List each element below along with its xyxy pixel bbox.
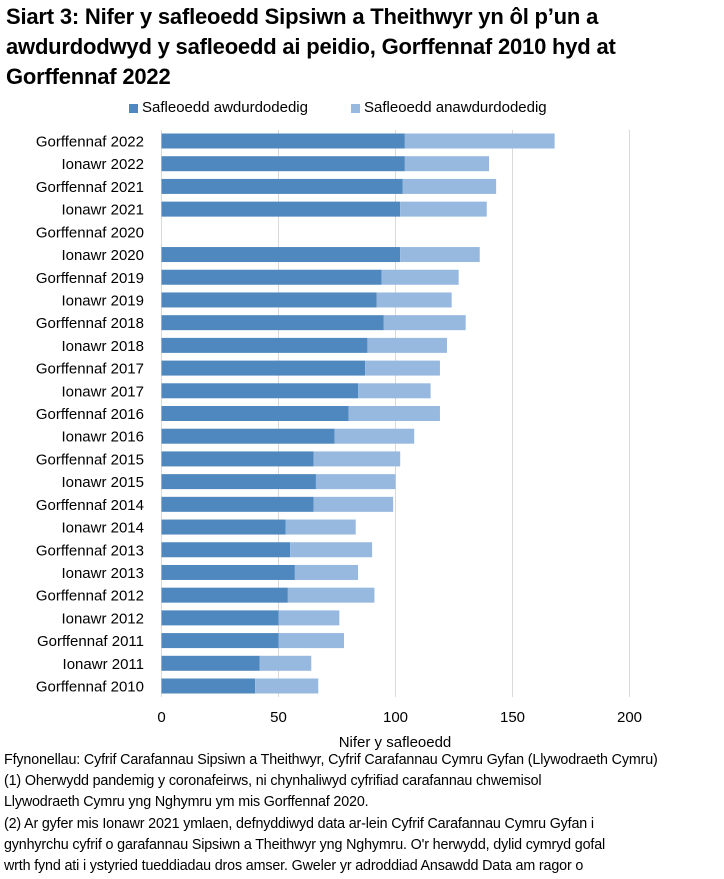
legend-label-authorised: Safleoedd awdurdodedig xyxy=(142,99,308,116)
x-tick-label: 0 xyxy=(157,709,165,726)
category-label: Ionawr 2014 xyxy=(61,520,144,537)
legend-item-authorised: Safleoedd awdurdodedig xyxy=(129,98,308,118)
bar-authorised xyxy=(161,542,291,558)
x-tick-label: 100 xyxy=(383,709,408,726)
category-label: Ionawr 2013 xyxy=(61,565,144,582)
legend-item-unauthorised: Safleoedd anawdurdodedig xyxy=(351,98,547,118)
category-label: Gorffennaf 2011 xyxy=(37,633,144,650)
bar-unauthorised xyxy=(376,292,452,308)
bar-authorised xyxy=(161,428,335,444)
category-label: Gorffennaf 2014 xyxy=(36,497,144,514)
bar-unauthorised xyxy=(383,315,466,331)
bar-unauthorised xyxy=(404,156,490,172)
footer-note-2-line-3: wrth fynd ati i ystyried tueddiadau dros… xyxy=(4,858,584,875)
bar-chart: Gorffennaf 2022 Ionawr 2022 Gorffennaf 202… xyxy=(36,130,642,750)
category-label: Gorffennaf 2021 xyxy=(36,179,144,196)
bar-unauthorised xyxy=(402,178,497,194)
bar-unauthorised xyxy=(278,610,340,626)
bar-authorised xyxy=(161,564,295,580)
bar-authorised xyxy=(161,451,314,467)
bar-authorised xyxy=(161,247,401,263)
bar-authorised xyxy=(161,406,349,421)
bar-unauthorised xyxy=(367,337,447,353)
category-label: Gorffennaf 2012 xyxy=(36,588,144,605)
bar-authorised xyxy=(161,337,368,353)
footer-sources: Ffynonellau: Cyfrif Carafannau Sipsiwn a… xyxy=(4,752,658,768)
bar-authorised xyxy=(161,360,366,376)
category-label: Ionawr 2020 xyxy=(61,247,144,264)
bar-unauthorised xyxy=(358,383,431,399)
bar-authorised xyxy=(161,201,401,217)
bar-unauthorised xyxy=(255,678,319,694)
footer-note-1-line-2: Llywodraeth Cymru yng Nghymru ym mis Gor… xyxy=(4,794,369,811)
bar-unauthorised xyxy=(313,451,401,467)
bar-unauthorised xyxy=(290,542,373,558)
bar-authorised xyxy=(161,587,288,603)
legend-swatch-unauthorised xyxy=(351,103,360,113)
bar-authorised xyxy=(161,655,260,671)
bar-unauthorised xyxy=(381,269,459,285)
bar-authorised xyxy=(161,292,377,308)
legend-swatch-authorised xyxy=(129,103,138,113)
bar-unauthorised xyxy=(259,655,312,671)
footer-note-2-line-1: (2) Ar gyfer mis Ionawr 2021 ymlaen, def… xyxy=(4,815,594,832)
x-tick-label: 50 xyxy=(270,709,287,726)
bar-authorised xyxy=(161,496,314,512)
bar-unauthorised xyxy=(313,496,394,512)
bar-unauthorised xyxy=(334,428,415,444)
category-label: Gorffennaf 2016 xyxy=(36,406,144,423)
bar-authorised xyxy=(161,519,286,535)
category-label: Ionawr 2012 xyxy=(61,610,144,627)
category-label: Ionawr 2017 xyxy=(61,383,144,400)
category-label: Gorffennaf 2020 xyxy=(36,224,144,241)
category-label: Gorffennaf 2019 xyxy=(36,270,144,287)
category-label: Ionawr 2022 xyxy=(61,156,144,173)
category-label: Gorffennaf 2022 xyxy=(36,134,144,151)
x-axis-title: Nifer y safleoedd xyxy=(339,734,452,750)
category-label: Gorffennaf 2015 xyxy=(36,451,144,468)
bar-authorised xyxy=(161,133,405,149)
footer-note-1-line-1: (1) Oherwydd pandemig y coronafeirws, ni… xyxy=(4,773,542,790)
footer-notes: Ffynonellau: Cyfrif Carafannau Sipsiwn a… xyxy=(4,750,724,877)
bar-authorised xyxy=(161,315,384,331)
bar-authorised xyxy=(161,178,403,194)
bar-unauthorised xyxy=(285,519,356,535)
bar-authorised xyxy=(161,156,405,172)
category-label: Ionawr 2021 xyxy=(61,202,144,219)
legend-label-unauthorised: Safleoedd anawdurdodedig xyxy=(364,99,547,116)
footer-note-2-line-2: gynhyrchu cyfrif o garafannau Sipsiwn a … xyxy=(4,836,606,853)
bar-authorised xyxy=(161,633,279,649)
bar-unauthorised xyxy=(348,406,440,421)
category-label: Gorffennaf 2013 xyxy=(36,542,144,559)
bar-unauthorised xyxy=(294,564,359,580)
bar-authorised xyxy=(161,269,382,285)
bar-unauthorised xyxy=(287,587,375,603)
bar-unauthorised xyxy=(278,633,345,649)
category-label: Ionawr 2016 xyxy=(61,429,144,446)
bar-authorised xyxy=(161,678,256,694)
bar-unauthorised xyxy=(400,201,487,217)
x-tick-label: 150 xyxy=(500,709,525,726)
category-label: Ionawr 2018 xyxy=(61,338,144,355)
category-label: Gorffennaf 2017 xyxy=(36,361,144,378)
bar-unauthorised xyxy=(404,133,555,149)
bar-authorised xyxy=(161,383,359,399)
bar-authorised xyxy=(161,610,279,626)
category-label: Ionawr 2011 xyxy=(63,656,144,673)
bar-unauthorised xyxy=(365,360,440,376)
category-label: Ionawr 2015 xyxy=(61,474,144,491)
category-label: Gorffennaf 2010 xyxy=(36,679,144,696)
category-label: Ionawr 2019 xyxy=(61,292,144,309)
chart-title: Siart 3: Nifer y safleoedd Sipsiwn a The… xyxy=(6,4,616,89)
legend: Safleoedd awdurdodedig Safleoedd anawdur… xyxy=(0,98,724,118)
category-label: Gorffennaf 2018 xyxy=(36,315,144,332)
bar-unauthorised xyxy=(315,474,396,490)
bar-unauthorised xyxy=(400,247,480,263)
x-tick-label: 200 xyxy=(617,709,642,726)
bar-authorised xyxy=(161,474,316,490)
